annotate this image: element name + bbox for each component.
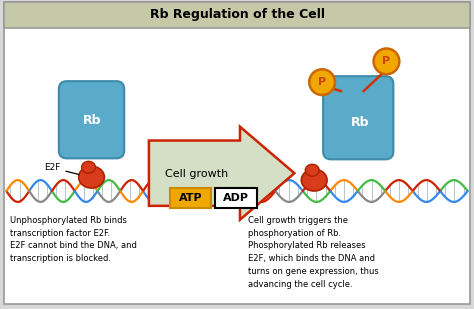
Text: Rb: Rb	[350, 116, 369, 129]
Polygon shape	[149, 127, 294, 220]
Text: ATP: ATP	[179, 193, 202, 203]
Circle shape	[309, 69, 335, 95]
FancyArrowPatch shape	[216, 190, 222, 200]
Text: ADP: ADP	[223, 193, 249, 203]
FancyBboxPatch shape	[323, 76, 393, 159]
Text: Cell growth triggers the
phosphoryation of Rb.
Phosphorylated Rb releases
E2F, w: Cell growth triggers the phosphoryation …	[248, 216, 379, 289]
Text: Rb: Rb	[83, 114, 102, 127]
Bar	[4, 2, 470, 28]
Ellipse shape	[79, 166, 104, 188]
Text: Cell growth: Cell growth	[165, 169, 228, 179]
Ellipse shape	[59, 138, 81, 155]
Ellipse shape	[82, 161, 95, 173]
FancyBboxPatch shape	[170, 188, 211, 208]
Text: Unphosphorylated Rb binds
transcription factor E2F.
E2F cannot bind the DNA, and: Unphosphorylated Rb binds transcription …	[10, 216, 137, 263]
FancyBboxPatch shape	[215, 188, 257, 208]
Ellipse shape	[305, 164, 319, 176]
Circle shape	[374, 49, 399, 74]
FancyBboxPatch shape	[59, 81, 124, 158]
Text: P: P	[318, 77, 326, 87]
Text: Rb Regulation of the Cell: Rb Regulation of the Cell	[149, 8, 325, 21]
Ellipse shape	[301, 169, 327, 191]
Text: P: P	[383, 56, 391, 66]
Ellipse shape	[362, 135, 385, 152]
Text: E2F: E2F	[44, 163, 79, 175]
